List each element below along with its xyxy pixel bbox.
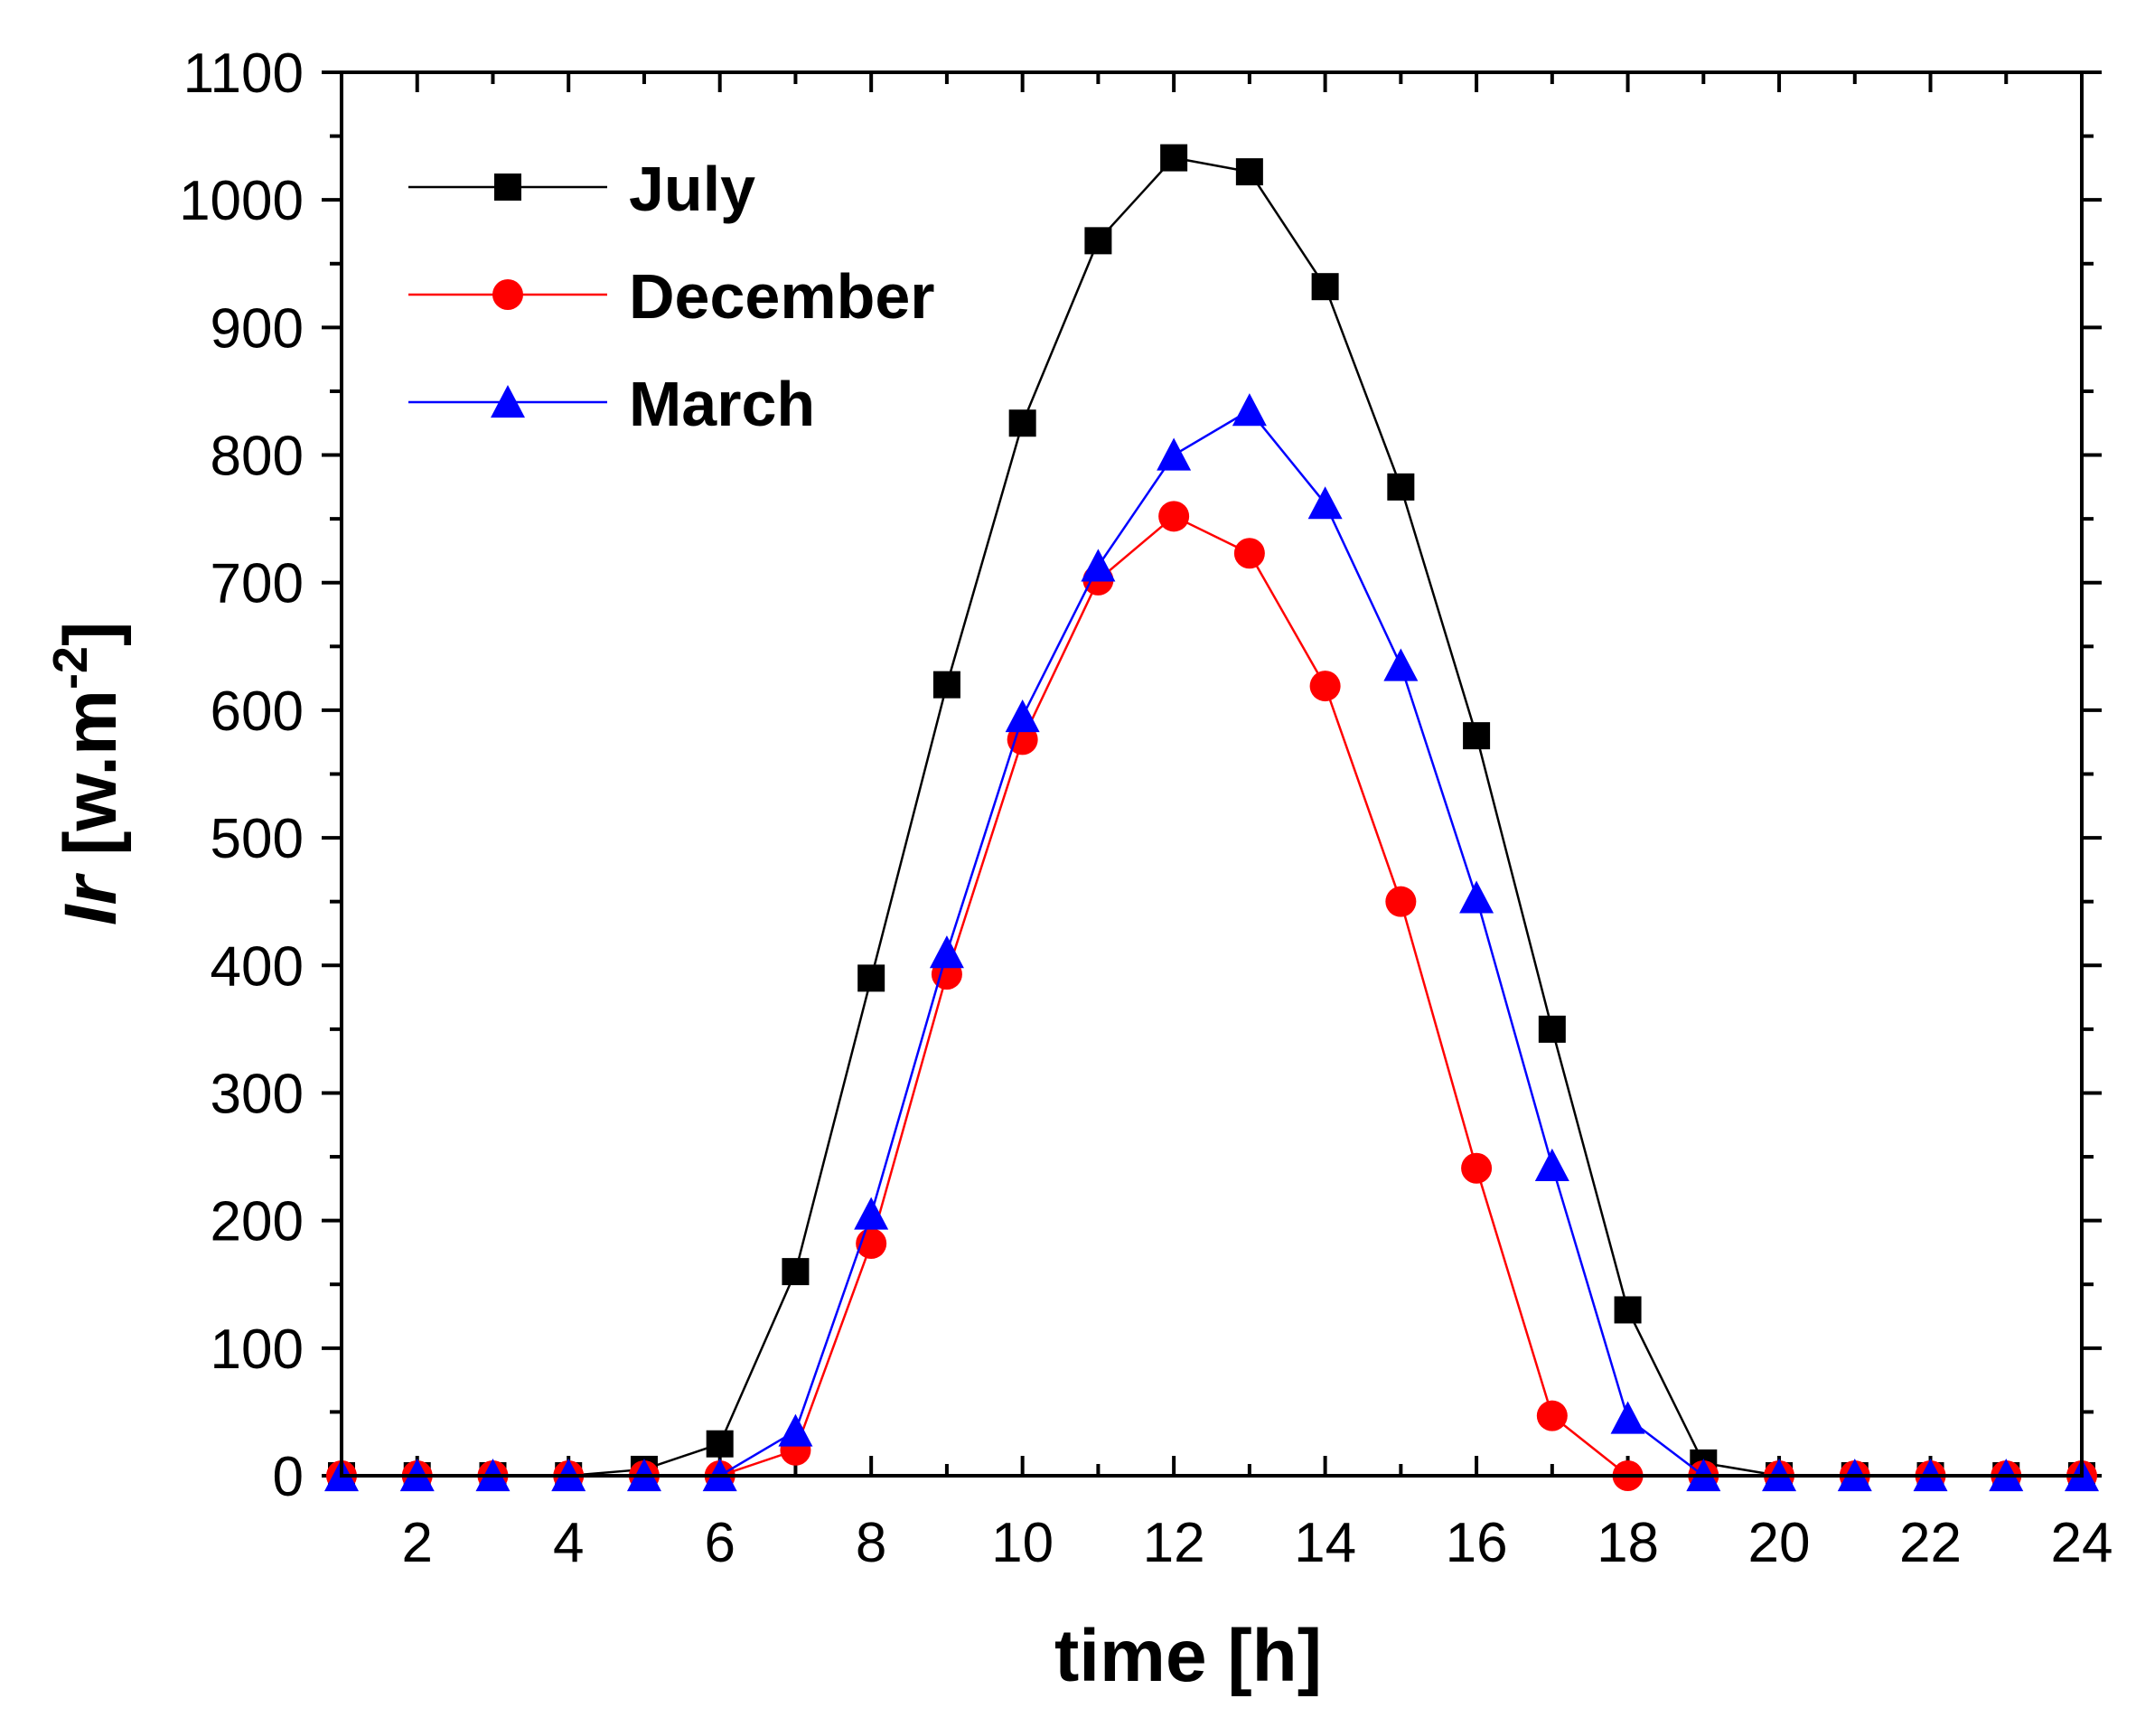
y-tick-label: 100 <box>211 1318 304 1381</box>
y-tick-label: 400 <box>211 935 304 998</box>
data-point-march <box>929 935 964 969</box>
y-axis-title-unit: [w.m <box>50 690 132 877</box>
data-point-march <box>778 1413 813 1447</box>
x-tick-label: 12 <box>1143 1512 1205 1574</box>
data-point-march <box>1307 486 1343 520</box>
y-tick-label: 900 <box>211 297 304 360</box>
data-point-march <box>1610 1401 1645 1434</box>
data-point-july <box>1235 158 1263 186</box>
data-point-december <box>1158 501 1190 532</box>
y-tick-label: 300 <box>211 1063 304 1125</box>
data-point-july <box>782 1258 810 1286</box>
data-point-march <box>1383 648 1419 681</box>
y-tick-label: 500 <box>211 808 304 870</box>
data-point-march <box>854 1196 889 1230</box>
legend-marker-december <box>492 279 523 310</box>
x-tick-label: 18 <box>1597 1512 1659 1574</box>
y-axis-title-symbol: Ir <box>50 872 132 925</box>
y-axis-title-exponent: -2 <box>43 646 98 690</box>
data-point-december <box>1233 538 1265 569</box>
data-point-december <box>1536 1400 1568 1431</box>
legend: July December March <box>408 154 935 439</box>
data-point-july <box>1538 1015 1566 1043</box>
x-tick-label: 2 <box>401 1512 432 1574</box>
data-point-july <box>1614 1296 1642 1324</box>
data-point-december <box>1461 1152 1493 1184</box>
x-tick-label: 24 <box>2051 1512 2113 1574</box>
data-point-march <box>1534 1148 1569 1182</box>
x-tick-label: 8 <box>856 1512 886 1574</box>
x-tick-label: 20 <box>1748 1512 1811 1574</box>
data-point-july <box>1387 473 1415 501</box>
x-tick-label: 22 <box>1899 1512 1962 1574</box>
y-tick-label: 1100 <box>183 42 304 105</box>
x-tick-label: 10 <box>991 1512 1054 1574</box>
data-point-march <box>1005 699 1040 733</box>
x-tick-label: 16 <box>1446 1512 1508 1574</box>
y-tick-label: 0 <box>273 1446 304 1508</box>
legend-marker-march <box>491 385 525 418</box>
plot-frame <box>340 70 2084 1478</box>
data-point-july <box>706 1430 734 1458</box>
legend-marker-july <box>494 174 521 201</box>
y-tick-label: 1000 <box>179 170 304 232</box>
data-point-december <box>1309 671 1341 702</box>
data-point-july <box>1463 722 1491 750</box>
y-tick-label: 200 <box>211 1191 304 1253</box>
data-point-march <box>1081 549 1116 582</box>
y-tick-label: 700 <box>211 553 304 615</box>
y-tick-label: 800 <box>211 426 304 488</box>
y-axis-title: Ir [w.m-2] <box>43 622 132 926</box>
x-tick-label: 14 <box>1294 1512 1356 1574</box>
y-tick-labels: 0 100 200 300 400 500 600 700 800 900 1000 1100 <box>179 42 304 1508</box>
data-point-july <box>1008 409 1036 437</box>
data-point-july <box>932 671 960 699</box>
data-point-july <box>1311 273 1339 301</box>
data-point-march <box>1459 880 1494 914</box>
y-tick-label: 600 <box>211 680 304 743</box>
x-tick-label: 6 <box>704 1512 735 1574</box>
data-point-july <box>857 964 885 992</box>
y-axis-title-close: ] <box>50 622 132 646</box>
data-point-march <box>1232 393 1267 427</box>
x-axis-title: time [h] <box>1054 1615 1322 1697</box>
data-point-july <box>1084 227 1112 255</box>
legend-label-march: March <box>629 369 815 439</box>
legend-label-july: July <box>629 154 755 224</box>
data-point-july <box>1160 144 1188 172</box>
x-tick-label: 4 <box>553 1512 584 1574</box>
data-point-december <box>1385 886 1417 917</box>
data-point-march <box>1157 437 1192 471</box>
x-tick-labels: 2 4 6 8 10 12 14 16 18 20 22 24 <box>401 1512 2113 1574</box>
legend-label-december: December <box>629 261 935 332</box>
